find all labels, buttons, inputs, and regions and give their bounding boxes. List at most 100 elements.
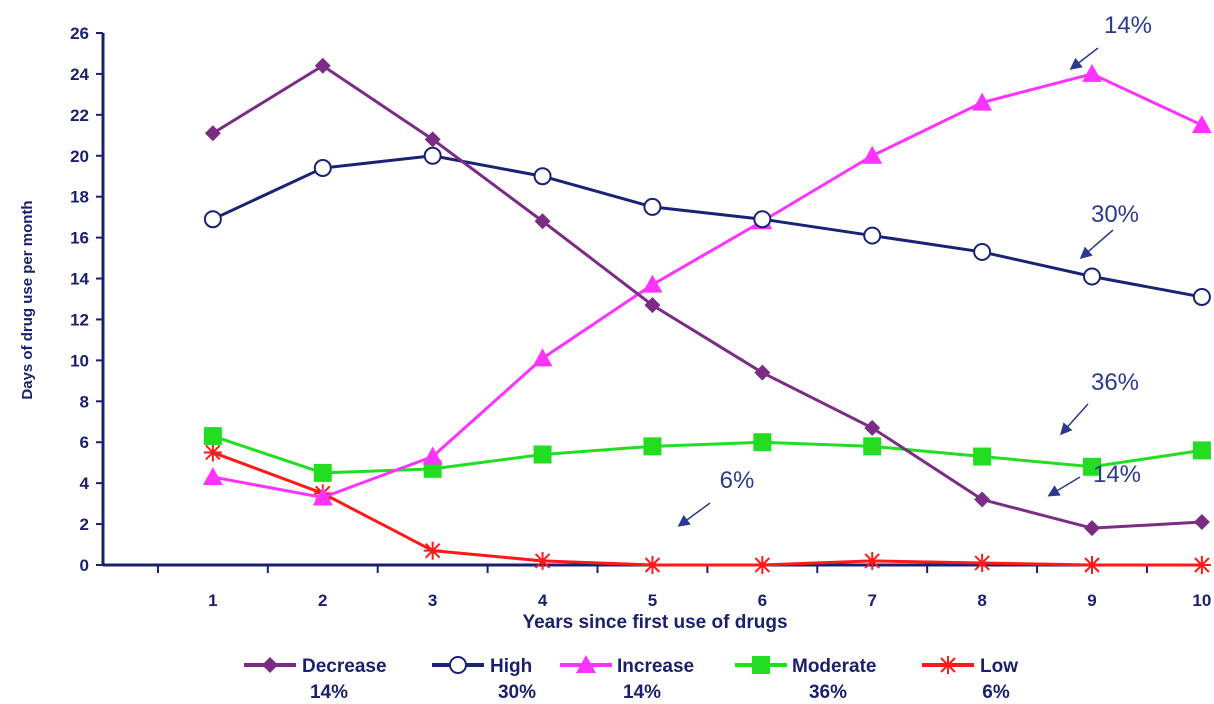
- series-line-increase: [213, 74, 1202, 498]
- x-tick-label: 9: [1087, 591, 1096, 610]
- legend-label: Moderate: [792, 656, 876, 677]
- data-point-increase: [642, 275, 662, 293]
- x-tick-label: 10: [1192, 591, 1211, 610]
- y-tick-label: 20: [70, 147, 89, 166]
- y-tick-label: 16: [70, 229, 89, 248]
- y-tick-label: 0: [80, 556, 89, 575]
- annotation-label: 30%: [1091, 201, 1139, 228]
- data-point-increase: [1192, 115, 1212, 133]
- legend-percent: 30%: [498, 682, 536, 703]
- annotation-label: 14%: [1093, 461, 1141, 488]
- annotation-label: 14%: [1104, 12, 1152, 39]
- annotation-label: 6%: [720, 467, 755, 494]
- data-point-moderate: [314, 464, 332, 482]
- data-point-high: [425, 148, 441, 164]
- x-tick-label: 1: [208, 591, 217, 610]
- y-tick-label: 6: [80, 433, 89, 452]
- data-point-moderate: [1193, 441, 1211, 459]
- data-point-low: [204, 443, 222, 461]
- data-point-low: [424, 542, 442, 560]
- y-axis-title: Days of drug use per month: [19, 200, 36, 399]
- x-tick-label: 8: [977, 591, 986, 610]
- legend-percent: 14%: [623, 682, 661, 703]
- y-tick-label: 26: [70, 24, 89, 43]
- data-point-decrease: [205, 125, 221, 141]
- y-tick-label: 2: [80, 515, 89, 534]
- data-point-high: [1194, 289, 1210, 305]
- legend-swatch-marker: [752, 656, 770, 674]
- x-tick-label: 7: [867, 591, 876, 610]
- data-point-high: [974, 244, 990, 260]
- series-moderate: [204, 427, 1211, 482]
- legend-swatch-marker: [939, 656, 957, 674]
- y-tick-label: 18: [70, 188, 89, 207]
- y-tick-label: 4: [80, 474, 90, 493]
- annotation-label: 36%: [1091, 369, 1139, 396]
- data-point-high: [644, 199, 660, 215]
- series-line-high: [213, 156, 1202, 297]
- legend-item-increase: Increase 14%: [560, 655, 694, 703]
- series-increase: [203, 64, 1212, 506]
- legend-percent: 36%: [809, 682, 847, 703]
- legend-swatch-marker: [262, 657, 278, 673]
- y-tick-label: 24: [70, 65, 89, 84]
- annotation-arrow: [1072, 48, 1098, 68]
- x-tick-label: 4: [538, 591, 548, 610]
- legend: Decrease 14% High 30% Increase 14% Moderate 36%…: [244, 655, 1018, 703]
- data-point-decrease: [1194, 514, 1210, 530]
- series-high: [205, 148, 1210, 305]
- data-point-high: [315, 160, 331, 176]
- data-point-decrease: [754, 365, 770, 381]
- legend-label: Decrease: [302, 656, 387, 677]
- data-point-low: [1193, 556, 1211, 574]
- data-point-decrease: [315, 58, 331, 74]
- data-point-low: [863, 552, 881, 570]
- x-tick-label: 5: [648, 591, 657, 610]
- annotation-arrow: [1082, 230, 1113, 257]
- data-point-increase: [1082, 64, 1102, 82]
- data-point-increase: [533, 348, 553, 366]
- legend-percent: 14%: [310, 682, 348, 703]
- x-tick-label: 6: [758, 591, 767, 610]
- data-point-moderate: [863, 437, 881, 455]
- x-ticks: 1 2 3 4 5 6 7 8 9 10: [158, 565, 1214, 610]
- data-point-high: [205, 211, 221, 227]
- legend-percent: 6%: [982, 682, 1010, 703]
- y-tick-label: 12: [70, 310, 89, 329]
- data-point-moderate: [753, 433, 771, 451]
- data-point-high: [754, 211, 770, 227]
- y-tick-label: 8: [80, 392, 89, 411]
- data-point-high: [1084, 268, 1100, 284]
- x-tick-label: 3: [428, 591, 437, 610]
- data-point-high: [864, 228, 880, 244]
- legend-item-moderate: Moderate 36%: [735, 656, 876, 703]
- series-layer: [203, 58, 1212, 574]
- annotation-arrow: [1050, 477, 1080, 495]
- annotation-arrow: [680, 503, 710, 525]
- data-point-decrease: [974, 492, 990, 508]
- data-point-low: [534, 552, 552, 570]
- data-point-moderate: [643, 437, 661, 455]
- data-point-moderate: [534, 446, 552, 464]
- x-axis-title: Years since first use of drugs: [522, 612, 787, 633]
- legend-swatch-marker: [450, 657, 466, 673]
- data-point-increase: [862, 146, 882, 164]
- annotation-layer: 14% 30% 36% 14% 6%: [680, 12, 1152, 525]
- data-point-low: [643, 556, 661, 574]
- legend-item-high: High 30%: [432, 656, 536, 703]
- data-point-low: [973, 554, 991, 572]
- legend-item-decrease: Decrease 14%: [244, 656, 387, 703]
- y-tick-label: 10: [70, 351, 89, 370]
- data-point-increase: [203, 467, 223, 485]
- legend-label: Low: [980, 656, 1018, 677]
- data-point-decrease: [864, 420, 880, 436]
- series-line-low: [213, 452, 1202, 565]
- legend-label: High: [490, 656, 532, 677]
- data-point-moderate: [204, 427, 222, 445]
- data-point-moderate: [973, 448, 991, 466]
- data-point-decrease: [1084, 520, 1100, 536]
- data-point-high: [535, 168, 551, 184]
- series-line-decrease: [213, 66, 1202, 528]
